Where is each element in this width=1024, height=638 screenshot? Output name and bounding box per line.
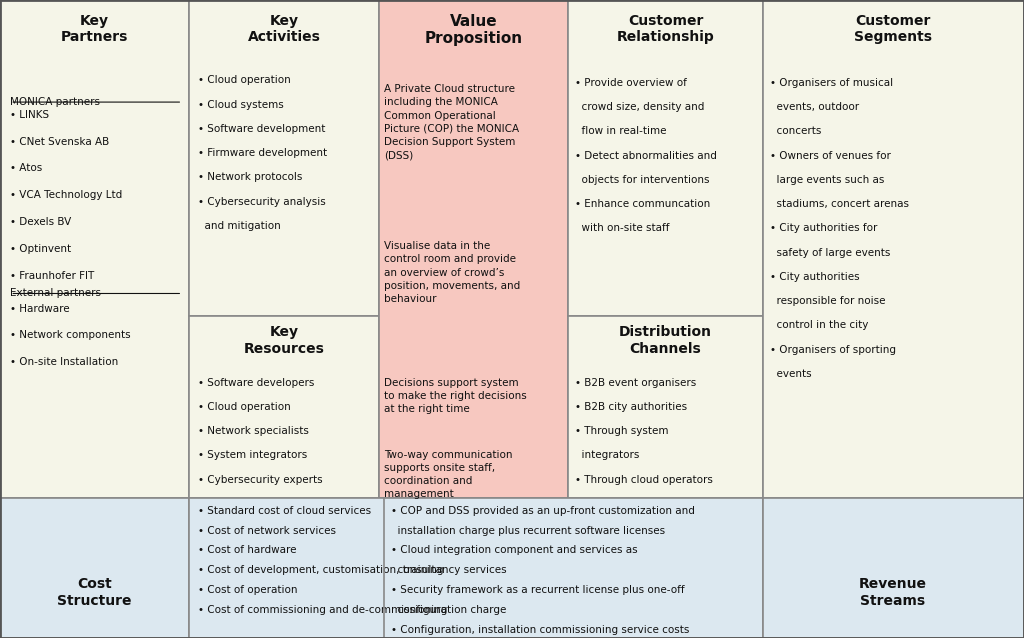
Text: objects for interventions: objects for interventions	[575, 175, 710, 185]
Text: control in the city: control in the city	[770, 320, 868, 330]
Text: • CNet Svenska AB: • CNet Svenska AB	[10, 137, 110, 147]
Text: • Through system: • Through system	[575, 426, 669, 436]
Text: • B2B city authorities: • B2B city authorities	[575, 402, 687, 412]
Text: • Provide overview of: • Provide overview of	[575, 78, 687, 88]
Text: • Cloud operation: • Cloud operation	[198, 402, 291, 412]
Bar	[763, 498, 1024, 638]
Text: External partners: External partners	[10, 288, 101, 299]
Text: • Software development: • Software development	[198, 124, 325, 134]
Text: • Owners of venues for: • Owners of venues for	[770, 151, 891, 161]
Text: with on-site staff: with on-site staff	[575, 223, 670, 234]
Text: • Enhance communcation: • Enhance communcation	[575, 199, 711, 209]
Bar	[189, 0, 379, 316]
Text: Two-way communication
supports onsite staff,
coordination and
management: Two-way communication supports onsite st…	[384, 450, 512, 500]
Text: and mitigation: and mitigation	[198, 221, 281, 231]
Text: • VCA Technology Ltd: • VCA Technology Ltd	[10, 190, 123, 200]
Text: Key
Partners: Key Partners	[60, 14, 128, 44]
Text: • Cybersecurity analysis: • Cybersecurity analysis	[198, 197, 326, 207]
Text: • Cloud systems: • Cloud systems	[198, 100, 284, 110]
Text: events: events	[770, 369, 812, 379]
Bar	[0, 0, 189, 498]
Bar	[568, 316, 763, 498]
Text: Distribution
Channels: Distribution Channels	[620, 325, 712, 355]
Text: Key
Resources: Key Resources	[245, 325, 325, 355]
Text: • Cybersecurity experts: • Cybersecurity experts	[198, 475, 323, 485]
Text: MONICA partners: MONICA partners	[10, 97, 100, 107]
Text: • Atos: • Atos	[10, 163, 42, 174]
Text: Customer
Relationship: Customer Relationship	[616, 14, 715, 44]
Text: • Configuration, installation commissioning service costs: • Configuration, installation commission…	[391, 625, 689, 635]
Text: • Security framework as a recurrent license plus one-off: • Security framework as a recurrent lice…	[391, 585, 685, 595]
Bar	[0, 498, 189, 638]
Text: Revenue
Streams: Revenue Streams	[859, 577, 927, 607]
Text: • System integrators: • System integrators	[198, 450, 307, 461]
Text: concerts: concerts	[770, 126, 821, 137]
Text: • Optinvent: • Optinvent	[10, 244, 72, 254]
Text: • Detect abnormalities and: • Detect abnormalities and	[575, 151, 718, 161]
Text: Key
Activities: Key Activities	[248, 14, 322, 44]
Text: • Cost of development, customisation, training: • Cost of development, customisation, tr…	[198, 565, 443, 575]
Text: • Software developers: • Software developers	[198, 378, 314, 388]
Text: • LINKS: • LINKS	[10, 110, 49, 120]
Text: Visualise data in the
control room and provide
an overview of crowd’s
position, : Visualise data in the control room and p…	[384, 241, 520, 304]
Bar	[189, 498, 763, 638]
Text: • Firmware development: • Firmware development	[198, 148, 327, 158]
Text: • On-site Installation: • On-site Installation	[10, 357, 119, 367]
Text: events, outdoor: events, outdoor	[770, 102, 859, 112]
Text: safety of large events: safety of large events	[770, 248, 891, 258]
Text: • Fraunhofer FIT: • Fraunhofer FIT	[10, 271, 94, 281]
Text: Customer
Segments: Customer Segments	[854, 14, 932, 44]
Text: installation charge plus recurrent software licenses: installation charge plus recurrent softw…	[391, 526, 666, 536]
Text: • Network components: • Network components	[10, 330, 131, 341]
Text: stadiums, concert arenas: stadiums, concert arenas	[770, 199, 909, 209]
Text: • Hardware: • Hardware	[10, 304, 70, 314]
Bar	[379, 0, 568, 498]
Text: consultancy services: consultancy services	[391, 565, 507, 575]
Text: • Cost of commissioning and de-commissioning: • Cost of commissioning and de-commissio…	[198, 605, 447, 615]
Text: • City authorities for: • City authorities for	[770, 223, 878, 234]
Text: large events such as: large events such as	[770, 175, 885, 185]
Text: configuration charge: configuration charge	[391, 605, 507, 615]
Text: Cost
Structure: Cost Structure	[57, 577, 131, 607]
Text: • City authorities: • City authorities	[770, 272, 860, 282]
Text: • Cloud operation: • Cloud operation	[198, 75, 291, 85]
Text: • Cloud integration component and services as: • Cloud integration component and servic…	[391, 545, 638, 556]
Text: A Private Cloud structure
including the MONICA
Common Operational
Picture (COP) : A Private Cloud structure including the …	[384, 84, 519, 160]
Text: • Dexels BV: • Dexels BV	[10, 217, 72, 227]
Text: Value
Proposition: Value Proposition	[425, 14, 523, 47]
Text: • Cost of operation: • Cost of operation	[198, 585, 297, 595]
Bar	[763, 0, 1024, 498]
Text: • Through cloud operators: • Through cloud operators	[575, 475, 714, 485]
Text: crowd size, density and: crowd size, density and	[575, 102, 705, 112]
Bar	[568, 0, 763, 316]
Text: • B2B event organisers: • B2B event organisers	[575, 378, 696, 388]
Text: Decisions support system
to make the right decisions
at the right time: Decisions support system to make the rig…	[384, 378, 526, 414]
Text: • COP and DSS provided as an up-front customization and: • COP and DSS provided as an up-front cu…	[391, 506, 695, 516]
Text: • Cost of network services: • Cost of network services	[198, 526, 336, 536]
Text: responsible for noise: responsible for noise	[770, 296, 886, 306]
Text: integrators: integrators	[575, 450, 640, 461]
Text: • Standard cost of cloud services: • Standard cost of cloud services	[198, 506, 371, 516]
Text: • Organisers of sporting: • Organisers of sporting	[770, 345, 896, 355]
Text: • Organisers of musical: • Organisers of musical	[770, 78, 893, 88]
Text: • Network protocols: • Network protocols	[198, 172, 302, 182]
Bar	[189, 316, 379, 498]
Text: • Network specialists: • Network specialists	[198, 426, 308, 436]
Text: • Cost of hardware: • Cost of hardware	[198, 545, 296, 556]
Text: flow in real-time: flow in real-time	[575, 126, 667, 137]
